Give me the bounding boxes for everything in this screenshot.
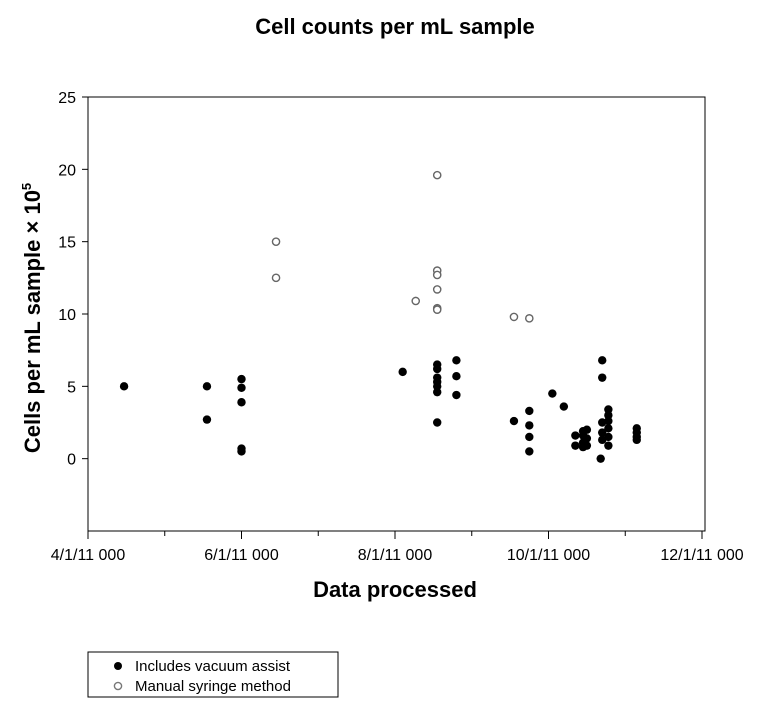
point-vacuum-assist [559, 402, 569, 411]
point-vacuum-assist [398, 367, 407, 377]
point-vacuum-assist [452, 390, 461, 400]
y-axis-label: Cells per mL sample × 105 [19, 183, 45, 453]
y-axis-ticks: 0 5 10 15 20 25 [58, 90, 88, 469]
data-points [119, 170, 641, 463]
chart-title: Cell counts per mL sample [255, 14, 535, 39]
point-vacuum-assist [632, 435, 641, 445]
point-vacuum-assist [525, 447, 534, 456]
legend-box [87, 651, 339, 698]
x-tick-label: 10/1/11 000 [507, 547, 590, 564]
y-tick-label: 20 [58, 162, 76, 179]
point-vacuum-assist [433, 387, 442, 397]
point-vacuum-assist [452, 356, 461, 365]
point-vacuum-assist [582, 434, 592, 443]
legend-label-manual-syringe: Manual syringe method [135, 678, 291, 695]
y-tick-label: 10 [58, 307, 76, 324]
point-vacuum-assist [604, 405, 613, 414]
x-tick-label: 12/1/11 000 [660, 547, 743, 564]
x-tick-label: 8/1/11 000 [358, 547, 433, 564]
point-vacuum-assist [525, 406, 534, 416]
y-axis-label-main: Cells per mL sample × 10 [20, 190, 45, 453]
legend-marker-vacuum-assist [114, 662, 122, 670]
point-vacuum-assist [604, 441, 613, 450]
point-manual-syringe [411, 296, 421, 306]
y-tick-label: 25 [58, 90, 76, 107]
point-manual-syringe [432, 170, 442, 180]
legend: Includes vacuum assist Manual syringe me… [87, 651, 339, 698]
point-vacuum-assist [237, 447, 246, 456]
y-tick-label: 15 [58, 235, 76, 252]
point-vacuum-assist [433, 382, 442, 391]
plot-border [87, 96, 706, 532]
point-vacuum-assist [548, 389, 557, 398]
point-vacuum-assist [237, 383, 246, 392]
point-vacuum-assist [119, 382, 129, 391]
x-axis-label: Data processed [313, 577, 477, 602]
point-vacuum-assist [604, 411, 613, 420]
point-vacuum-assist [509, 416, 519, 426]
x-axis-ticks: 4/1/11 000 6/1/11 000 8/1/11 000 10/1/11 00… [51, 531, 744, 564]
point-vacuum-assist [571, 441, 580, 450]
point-manual-syringe [525, 314, 534, 323]
point-vacuum-assist [433, 364, 442, 374]
point-vacuum-assist [598, 428, 607, 437]
point-vacuum-assist [202, 382, 212, 391]
legend-marker-manual-syringe [113, 681, 123, 691]
plot-area [87, 96, 706, 532]
point-vacuum-assist [237, 374, 246, 384]
point-vacuum-assist [237, 398, 246, 407]
point-manual-syringe [432, 285, 442, 294]
point-vacuum-assist [604, 416, 613, 426]
point-vacuum-assist [596, 454, 605, 463]
point-vacuum-assist [604, 432, 613, 442]
point-vacuum-assist [525, 432, 534, 442]
point-vacuum-assist [582, 441, 592, 450]
point-vacuum-assist [598, 373, 607, 382]
point-vacuum-assist [525, 421, 534, 430]
point-vacuum-assist [604, 424, 613, 433]
y-axis-label-superscript: 5 [19, 183, 34, 190]
point-manual-syringe [432, 270, 442, 280]
point-manual-syringe [271, 237, 281, 246]
x-tick-label: 6/1/11 000 [204, 547, 279, 564]
x-tick-label: 4/1/11 000 [51, 547, 126, 564]
point-vacuum-assist [452, 372, 461, 381]
point-manual-syringe [432, 305, 442, 314]
legend-label-vacuum-assist: Includes vacuum assist [135, 658, 291, 675]
point-vacuum-assist [433, 418, 442, 427]
point-vacuum-assist [598, 356, 607, 365]
point-vacuum-assist [582, 425, 592, 434]
point-manual-syringe [271, 273, 281, 283]
point-vacuum-assist [202, 415, 212, 424]
point-vacuum-assist [571, 431, 580, 440]
point-manual-syringe [509, 312, 519, 322]
y-tick-label: 5 [67, 379, 76, 396]
y-tick-label: 0 [67, 452, 76, 469]
